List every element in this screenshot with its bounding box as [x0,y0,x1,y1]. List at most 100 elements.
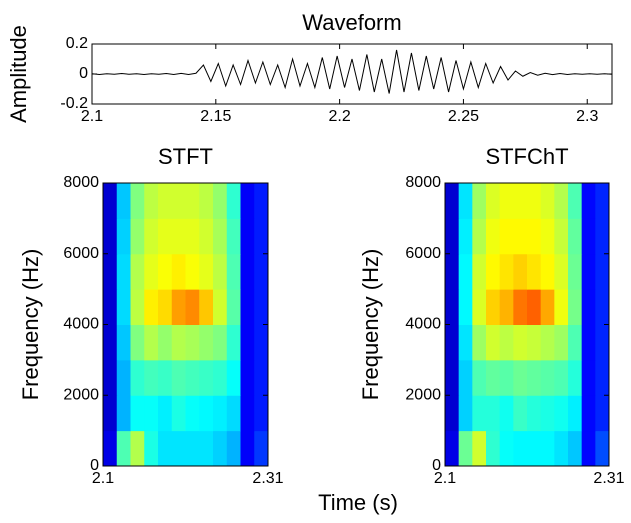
heatmap-cell [144,183,159,219]
heatmap-cell [513,359,528,396]
heatmap-cell [581,289,596,325]
y-tick-label: 4000 [63,316,99,333]
heatmap-cell [527,253,542,290]
heatmap-cell [254,218,269,255]
y-tick-label: 8000 [63,174,99,191]
heatmap-cell [116,253,131,290]
heatmap-cell [527,183,542,219]
heatmap-cell [240,183,255,219]
y-axis-label: Amplitude [6,25,31,123]
heatmap-cell [472,395,487,432]
heatmap-cell [595,218,610,255]
heatmap-cell [554,324,569,361]
heatmap-cell [527,395,542,432]
y-tick-label: 6000 [405,245,441,262]
heatmap-cell [472,218,487,255]
heatmap-cell [499,253,514,290]
heatmap-cell [213,324,228,361]
heatmap-cell [445,324,460,361]
heatmap-cell [540,395,555,432]
heatmap-cell [226,395,241,432]
heatmap-cell [226,183,241,219]
heatmap-cell [158,359,173,396]
heatmap-cell [226,430,241,467]
heatmap-cell [486,289,501,325]
heatmap-cell [513,395,528,432]
heatmap-cell [213,430,228,467]
heatmap-cell [499,324,514,361]
heatmap-cell [568,395,583,432]
heatmap-cell [130,218,145,255]
heatmap-cell [226,218,241,255]
heatmap-cell [130,324,145,361]
heatmap-cell [226,253,241,290]
heatmap-cell [144,218,159,255]
heatmap-cell [158,395,173,432]
heatmap-cell [254,183,269,219]
y-tick-label: -0.2 [60,95,88,112]
heatmap-cell [213,253,228,290]
heatmap-cell [254,430,269,467]
heatmap-cell [540,253,555,290]
x-tick-label: 2.2 [328,108,350,125]
heatmap-cell [581,359,596,396]
heatmap-cell [554,359,569,396]
x-tick-label: 2.3 [576,108,598,125]
heatmap-cell [199,359,214,396]
heatmap-cell [581,395,596,432]
heatmap-cell [240,218,255,255]
x-tick-label: 2.15 [200,108,231,125]
heatmap-cell [540,218,555,255]
heatmap-cell [185,289,200,325]
heatmap-cell [226,289,241,325]
heatmap-cell [472,289,487,325]
y-tick-label: 8000 [405,174,441,191]
heatmap-cell [240,395,255,432]
heatmap-cell [185,218,200,255]
heatmap-cell [171,289,186,325]
heatmap-cell [445,253,460,290]
heatmap-cell [568,183,583,219]
heatmap-cell [527,218,542,255]
heatmap-cell [199,430,214,467]
heatmap-cell [458,289,473,325]
heatmap-cell [513,324,528,361]
heatmap-cell [554,183,569,219]
heatmap-cell [199,253,214,290]
heatmap-cell [499,395,514,432]
chart-title: STFT [158,144,213,169]
heatmap-cell [130,395,145,432]
heatmap-cell [513,289,528,325]
heatmap-cell [472,183,487,219]
heatmap-cell [513,183,528,219]
heatmap-cell [595,395,610,432]
heatmap-cell [486,183,501,219]
heatmap-cell [144,395,159,432]
heatmap-cell [499,289,514,325]
heatmap-cell [513,218,528,255]
chart-title: Waveform [302,10,401,35]
x-tick-label: 2.25 [448,108,479,125]
y-tick-label: 0 [432,457,441,474]
heatmap-cell [568,359,583,396]
heatmap-cell [171,395,186,432]
y-tick-label: 0.2 [66,35,88,52]
heatmap-cell [254,289,269,325]
heatmap-cell [199,289,214,325]
heatmap-cell [213,395,228,432]
heatmap-cell [158,324,173,361]
heatmap-cell [581,430,596,467]
heatmap-cell [185,359,200,396]
heatmap-cell [185,395,200,432]
heatmap-cell [513,430,528,467]
heatmap-cell [171,324,186,361]
heatmap-cell [458,253,473,290]
heatmap-cell [554,289,569,325]
heatmap-cell [254,359,269,396]
heatmap-cell [144,324,159,361]
heatmap-cell [213,359,228,396]
heatmap-cell [486,253,501,290]
heatmap-cell [130,430,145,467]
heatmap-cell [513,253,528,290]
